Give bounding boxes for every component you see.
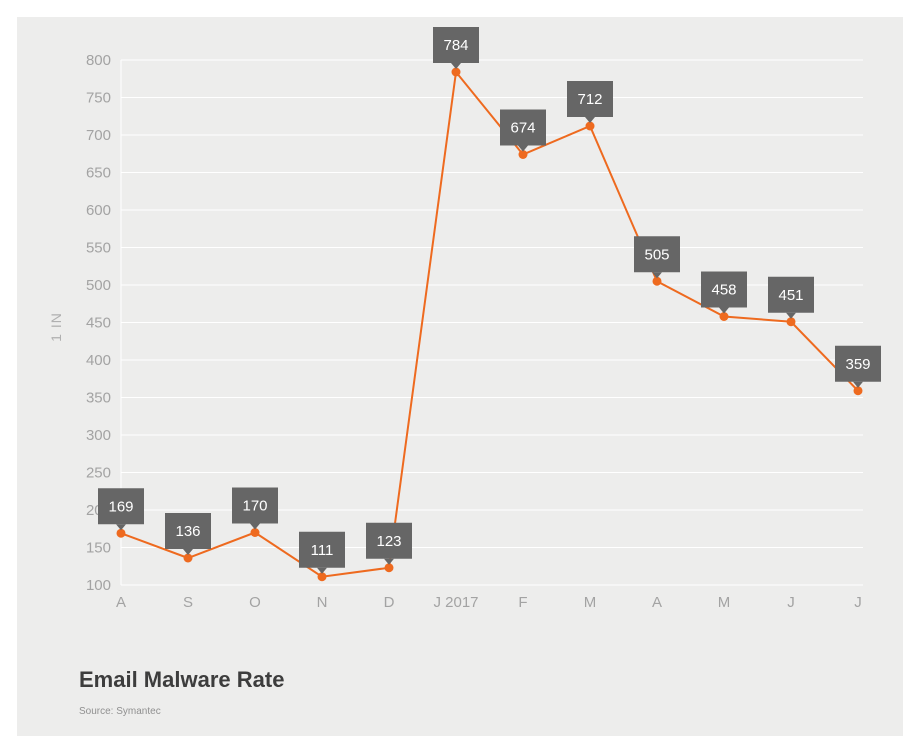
- data-label-box: [232, 487, 278, 524]
- y-tick-label: 500: [86, 277, 111, 294]
- data-label-value: 170: [242, 498, 267, 515]
- x-tick-label: M: [584, 594, 597, 611]
- data-label-value: 359: [845, 356, 870, 373]
- data-label: 136: [165, 513, 211, 555]
- y-tick-label: 100: [86, 577, 111, 594]
- data-label: 451: [768, 276, 814, 319]
- data-label-box: [433, 27, 479, 63]
- series-line: [120, 69, 859, 578]
- chart-panel: 1001502002503003504004505005506006507007…: [17, 17, 903, 736]
- y-tick-label: 600: [86, 202, 111, 219]
- line-chart: 1001502002503003504004505005506006507007…: [48, 27, 881, 611]
- data-label-value: 505: [644, 246, 669, 263]
- data-label-pointer: [384, 558, 394, 565]
- data-point: [384, 563, 394, 573]
- x-tick-label: O: [249, 594, 261, 611]
- data-label-pointer: [719, 307, 729, 314]
- data-point: [451, 67, 461, 77]
- x-tick-label: N: [317, 594, 328, 611]
- data-label-pointer: [652, 272, 662, 279]
- data-label-box: [366, 522, 412, 559]
- data-point: [250, 528, 260, 537]
- data-label-value: 674: [510, 120, 535, 137]
- data-label-value: 451: [778, 287, 803, 304]
- y-tick-label: 150: [86, 540, 111, 557]
- data-label: 712: [567, 81, 613, 123]
- data-label: 169: [98, 488, 144, 531]
- data-point: [853, 386, 863, 396]
- y-tick-label: 400: [86, 352, 111, 369]
- x-tick-label: J: [854, 594, 862, 611]
- data-label: 170: [232, 487, 278, 530]
- data-point: [317, 572, 327, 582]
- data-label-box: [835, 345, 881, 382]
- chart-source: Source: Symantec: [79, 706, 161, 717]
- y-tick-label: 250: [86, 465, 111, 482]
- y-tick-label: 350: [86, 390, 111, 407]
- data-point: [585, 121, 595, 131]
- data-label-pointer: [518, 145, 528, 152]
- data-point: [652, 276, 662, 286]
- data-label-value: 712: [577, 91, 602, 108]
- x-tick-label: J 2017: [433, 594, 478, 611]
- data-label-box: [500, 109, 546, 146]
- data-label-pointer: [853, 381, 863, 388]
- x-tick-label: F: [518, 594, 527, 611]
- data-label-box: [634, 236, 680, 273]
- chart-title: Email Malware Rate: [79, 667, 285, 692]
- data-label: 123: [366, 522, 412, 565]
- data-label-value: 123: [376, 533, 401, 550]
- x-tick-label: M: [718, 594, 731, 611]
- x-tick-label: S: [183, 594, 193, 611]
- data-point: [518, 150, 528, 159]
- data-label-value: 458: [711, 282, 736, 299]
- y-axis-ticks: 1001502002503003504004505005506006507007…: [86, 52, 111, 594]
- y-tick-label: 300: [86, 427, 111, 444]
- data-label-pointer: [250, 523, 260, 530]
- y-axis-label: 1 IN: [48, 312, 64, 342]
- gridlines: [120, 59, 863, 586]
- data-points: [116, 67, 863, 582]
- y-tick-label: 750: [86, 90, 111, 107]
- y-tick-label: 450: [86, 315, 111, 332]
- data-label: 784: [433, 27, 479, 69]
- y-tick-label: 550: [86, 240, 111, 257]
- x-tick-label: A: [116, 594, 126, 611]
- x-tick-label: D: [384, 594, 395, 611]
- data-label-pointer: [451, 63, 461, 69]
- data-label-value: 169: [108, 498, 133, 515]
- data-label-pointer: [786, 312, 796, 319]
- data-label: 458: [701, 271, 747, 314]
- data-label: 111: [299, 531, 345, 574]
- y-tick-label: 650: [86, 165, 111, 182]
- data-label: 674: [500, 109, 546, 152]
- data-label-box: [299, 531, 345, 568]
- data-label-box: [701, 271, 747, 308]
- data-label: 359: [835, 345, 881, 388]
- data-labels: 169 136 170 111 123 784 674 712 505 458 451 359: [98, 27, 881, 574]
- data-label: 505: [634, 236, 680, 279]
- data-label-value: 136: [175, 523, 200, 540]
- data-label-box: [165, 513, 211, 549]
- data-label-pointer: [585, 117, 595, 123]
- data-label-value: 784: [443, 37, 468, 54]
- data-label-box: [768, 276, 814, 313]
- x-axis-ticks: A S O N D J 2017 F M A M J J: [116, 594, 862, 611]
- data-label-pointer: [116, 524, 126, 531]
- data-label-box: [567, 81, 613, 117]
- data-point: [786, 317, 796, 327]
- data-label-value: 111: [311, 542, 334, 559]
- y-tick-label: 800: [86, 52, 111, 69]
- data-point: [183, 553, 193, 563]
- x-tick-label: J: [787, 594, 795, 611]
- data-label-pointer: [317, 567, 327, 574]
- data-label-box: [98, 488, 144, 525]
- data-point: [116, 528, 126, 538]
- data-point: [719, 312, 729, 321]
- y-tick-label: 700: [86, 127, 111, 144]
- x-tick-label: A: [652, 594, 662, 611]
- data-label-pointer: [183, 549, 193, 555]
